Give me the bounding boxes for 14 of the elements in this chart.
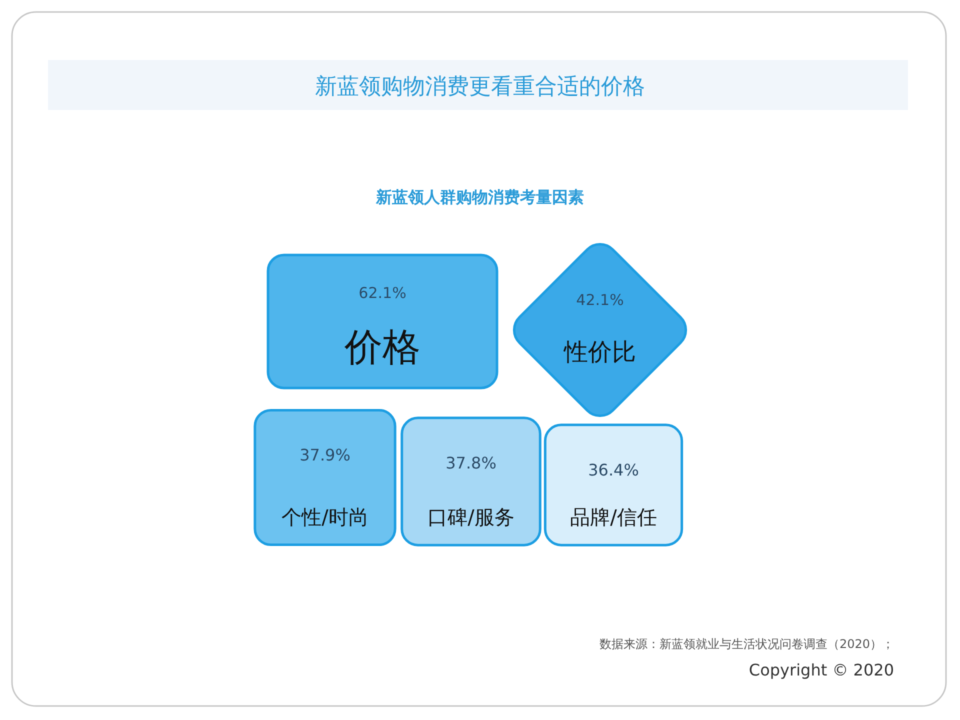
text: 新蓝领人群购物消费考量因素 (375, 188, 584, 206)
category-label: 个性/时尚 (282, 504, 368, 529)
text: Copyright © 2020 (748, 660, 894, 680)
data-label: 37.9% (300, 446, 350, 465)
category-label: 口碑/服务 (428, 505, 514, 530)
data-label: 62.1% (358, 284, 406, 302)
source-note: 数据来源：新蓝领就业与生活状况问卷调查（2020）； (599, 637, 894, 651)
text: 新蓝领购物消费更看重合适的价格 (315, 74, 645, 100)
data-label: 37.8% (446, 453, 496, 472)
category-label: 性价比 (563, 338, 636, 366)
category-label: 品牌/信任 (570, 505, 657, 530)
category-label: 价格 (344, 325, 420, 369)
data-label: 42.1% (576, 291, 624, 309)
data-label: 36.4% (588, 460, 639, 480)
